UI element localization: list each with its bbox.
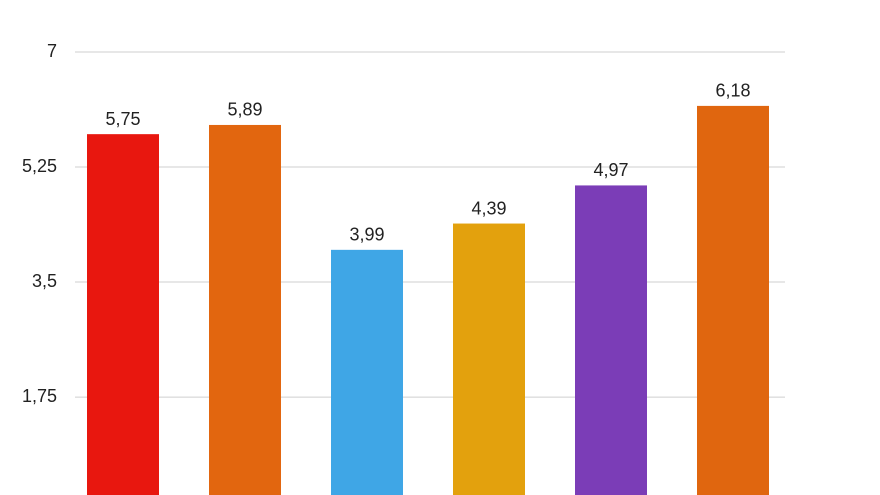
bar [453, 223, 525, 495]
y-tick-label: 3,5 [32, 271, 57, 291]
bar [697, 105, 769, 495]
value-label: 4,39 [471, 198, 506, 218]
value-label: 4,97 [593, 160, 628, 180]
y-tick-label: 7 [47, 41, 57, 61]
bar [575, 185, 647, 495]
bar [87, 134, 159, 495]
bar [331, 249, 403, 495]
value-label: 5,75 [105, 109, 140, 129]
y-tick-label: 1,75 [22, 386, 57, 406]
bar [209, 124, 281, 495]
value-label: 3,99 [349, 225, 384, 245]
value-label: 5,89 [227, 100, 262, 120]
y-tick-label: 5,25 [22, 156, 57, 176]
value-label: 6,18 [715, 81, 750, 101]
